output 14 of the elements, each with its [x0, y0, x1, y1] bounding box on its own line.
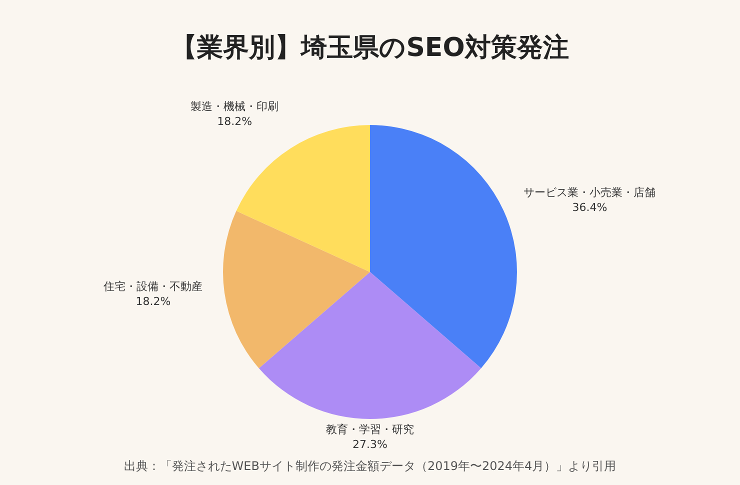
pie-slice [258, 272, 482, 419]
pie-slice [223, 210, 370, 368]
source-note: 出典：「発注されたWEBサイト制作の発注金額データ（2019年〜2024年4月）」より引用 [124, 459, 616, 473]
data-label: 27.3% [352, 438, 388, 451]
data-label: 18.2% [217, 114, 252, 128]
data-label: 18.2% [136, 295, 171, 308]
pie-slice [236, 125, 370, 272]
slice-label: 製造・機械・印刷 [190, 100, 279, 113]
slice-label: サービス業・小売業・店舗 [524, 186, 656, 199]
data-label: 36.4% [572, 200, 608, 214]
pie-slice [370, 125, 517, 368]
chart-title: 【業界別】埼玉県のSEO対策発注 [171, 33, 569, 63]
slice-label: 教育・学習・研究 [326, 423, 414, 436]
slice-label: 住宅・設備・不動産 [104, 280, 203, 294]
